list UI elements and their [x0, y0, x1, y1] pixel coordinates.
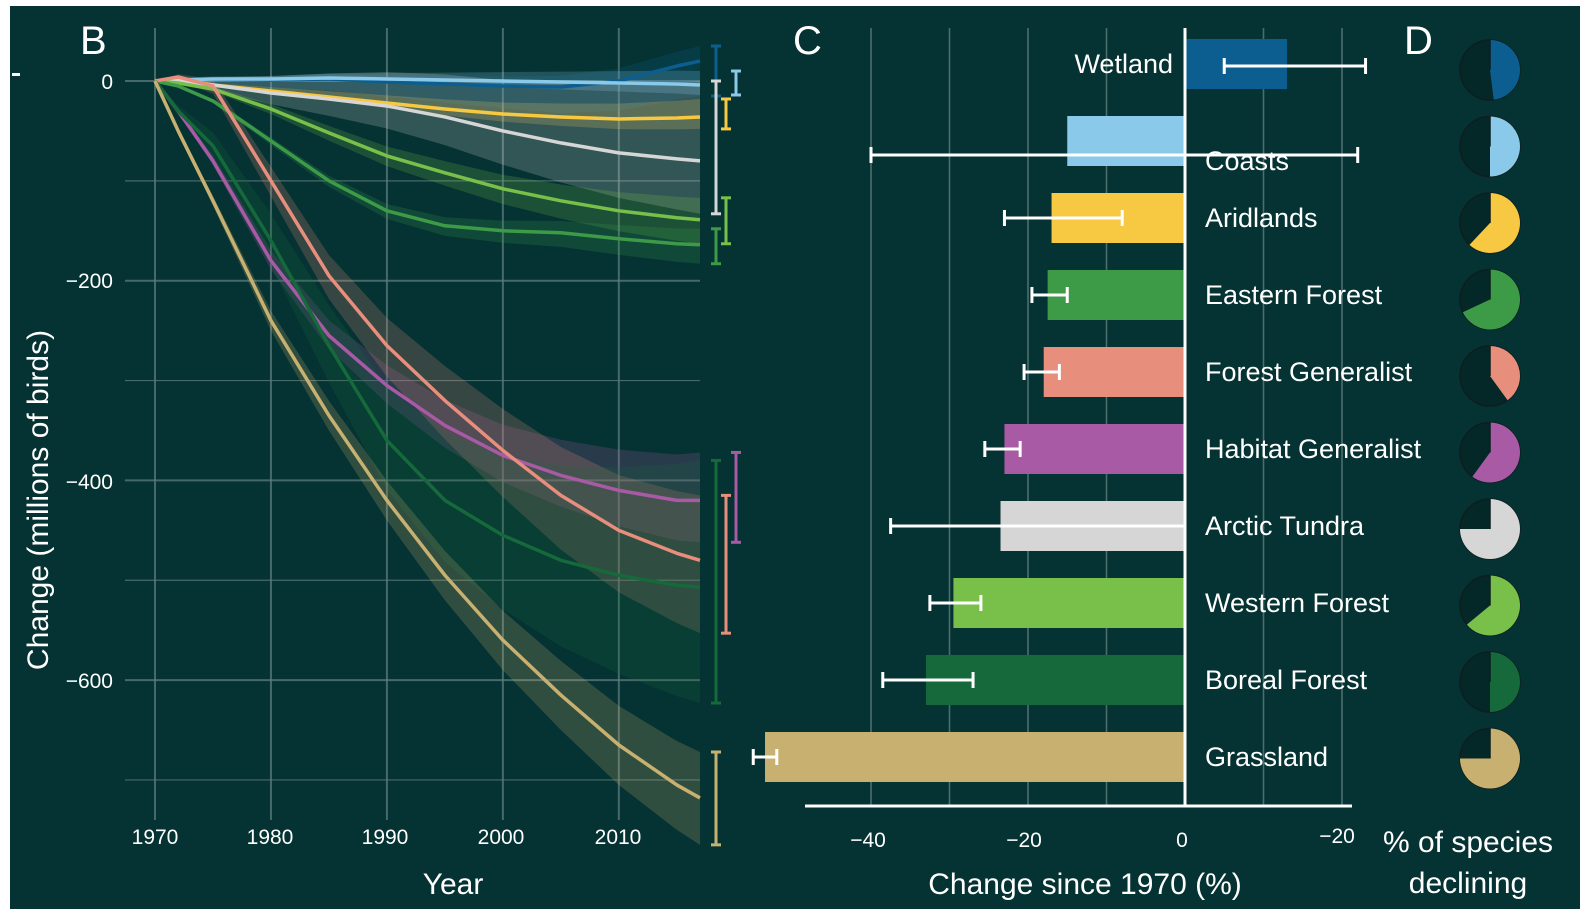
panel-c: Wetland Coasts Aridlands Eastern Forest … [751, 19, 1422, 901]
b-ytick-600: −600 [66, 670, 113, 693]
c-xtick-neg20: −20 [1006, 829, 1042, 852]
panel-b-ci-bars [711, 44, 741, 847]
c-xtick-0: 0 [1176, 829, 1188, 852]
b-xtick-2010: 2010 [595, 826, 642, 849]
d-pie-slice-eastern-forest [1462, 269, 1521, 330]
panel-c-labels: Wetland Coasts Aridlands Eastern Forest … [1074, 49, 1421, 772]
panel-b-lines [153, 59, 701, 800]
c-bar-western-forest [953, 578, 1185, 628]
b-xtick-1990: 1990 [362, 826, 409, 849]
b-line-grassland [153, 80, 701, 800]
panel-b-grid [125, 28, 700, 820]
d-pie-slice-coasts [1490, 116, 1520, 177]
b-ytick-0: 0 [101, 71, 113, 94]
panel-c-letter: C [793, 19, 822, 63]
left-edge-tick [12, 73, 20, 76]
d-pie-slice-boreal-forest [1490, 652, 1520, 712]
panel-c-x-label: Change since 1970 (%) [928, 868, 1242, 901]
panel-b-y-label: Change (millions of birds) [22, 330, 55, 670]
c-label-western-forest: Western Forest [1205, 588, 1390, 618]
c-bar-forest-generalist [1043, 347, 1185, 397]
c-bar-coasts [1067, 116, 1185, 166]
d-pie-slice-western-forest [1466, 575, 1520, 636]
b-band-boreal-forest [155, 81, 700, 704]
c-label-grassland: Grassland [1205, 742, 1328, 772]
panel-b-x-ticks: 1970 1980 1990 2000 2010 [132, 826, 642, 849]
b-ytick-400: −400 [66, 471, 113, 494]
b-xtick-2000: 2000 [478, 826, 525, 849]
c-bar-grassland [765, 732, 1185, 782]
d-pie-slice-wetland [1490, 40, 1521, 100]
c-xtick-neg40: −40 [850, 829, 886, 852]
b-ytick-200: −200 [66, 270, 113, 293]
c-label-boreal-forest: Boreal Forest [1205, 665, 1368, 695]
c-xtick-pos20: −20 [1319, 825, 1355, 848]
panel-c-x-ticks: −40 −20 0 −20 [850, 825, 1355, 852]
b-line-boreal-forest [153, 79, 701, 589]
d-pie-slice-forest-generalist [1490, 346, 1521, 401]
d-pie-slice-aridlands [1469, 193, 1520, 253]
c-bar-wetland [1185, 39, 1288, 89]
b-line-habitat-generalist [153, 79, 700, 503]
panel-d-pies [1459, 39, 1521, 790]
panel-d-label-line2: declining [1409, 867, 1527, 900]
panel-d-letter: D [1404, 19, 1433, 63]
c-label-forest-generalist: Forest Generalist [1205, 357, 1413, 387]
c-label-coasts: Coasts [1205, 146, 1289, 176]
panel-b-x-label: Year [423, 868, 484, 901]
d-pie-slice-habitat-generalist [1472, 422, 1520, 483]
c-bar-habitat-generalist [1004, 424, 1185, 474]
b-band-arctic-tundra [155, 71, 700, 214]
c-bar-eastern-forest [1047, 270, 1185, 320]
c-label-aridlands: Aridlands [1205, 203, 1318, 233]
panel-b: 1970 1980 1990 2000 2010 0 −200 −400 −60… [12, 19, 741, 901]
c-label-eastern-forest: Eastern Forest [1205, 280, 1383, 310]
b-line-coasts [154, 76, 701, 87]
panel-c-axes [805, 28, 1352, 808]
c-label-arctic-tundra: Arctic Tundra [1205, 511, 1365, 541]
b-band-grassland [155, 81, 700, 845]
panel-b-letter: B [80, 19, 107, 63]
b-xtick-1970: 1970 [132, 826, 179, 849]
panel-c-bars [765, 39, 1288, 782]
c-label-wetland: Wetland [1074, 49, 1173, 79]
b-line-western-forest [154, 79, 701, 222]
c-label-habitat-generalist: Habitat Generalist [1205, 434, 1422, 464]
panel-c-error-bars [751, 58, 1368, 765]
b-line-forest-generalist [154, 75, 701, 562]
panel-d-label-line1: % of species [1383, 826, 1553, 859]
b-xtick-1980: 1980 [247, 826, 294, 849]
panel-d: D % of species declining [1383, 19, 1553, 900]
panel-b-y-ticks: 0 −200 −400 −600 [66, 71, 113, 693]
b-line-eastern-forest [154, 79, 701, 247]
